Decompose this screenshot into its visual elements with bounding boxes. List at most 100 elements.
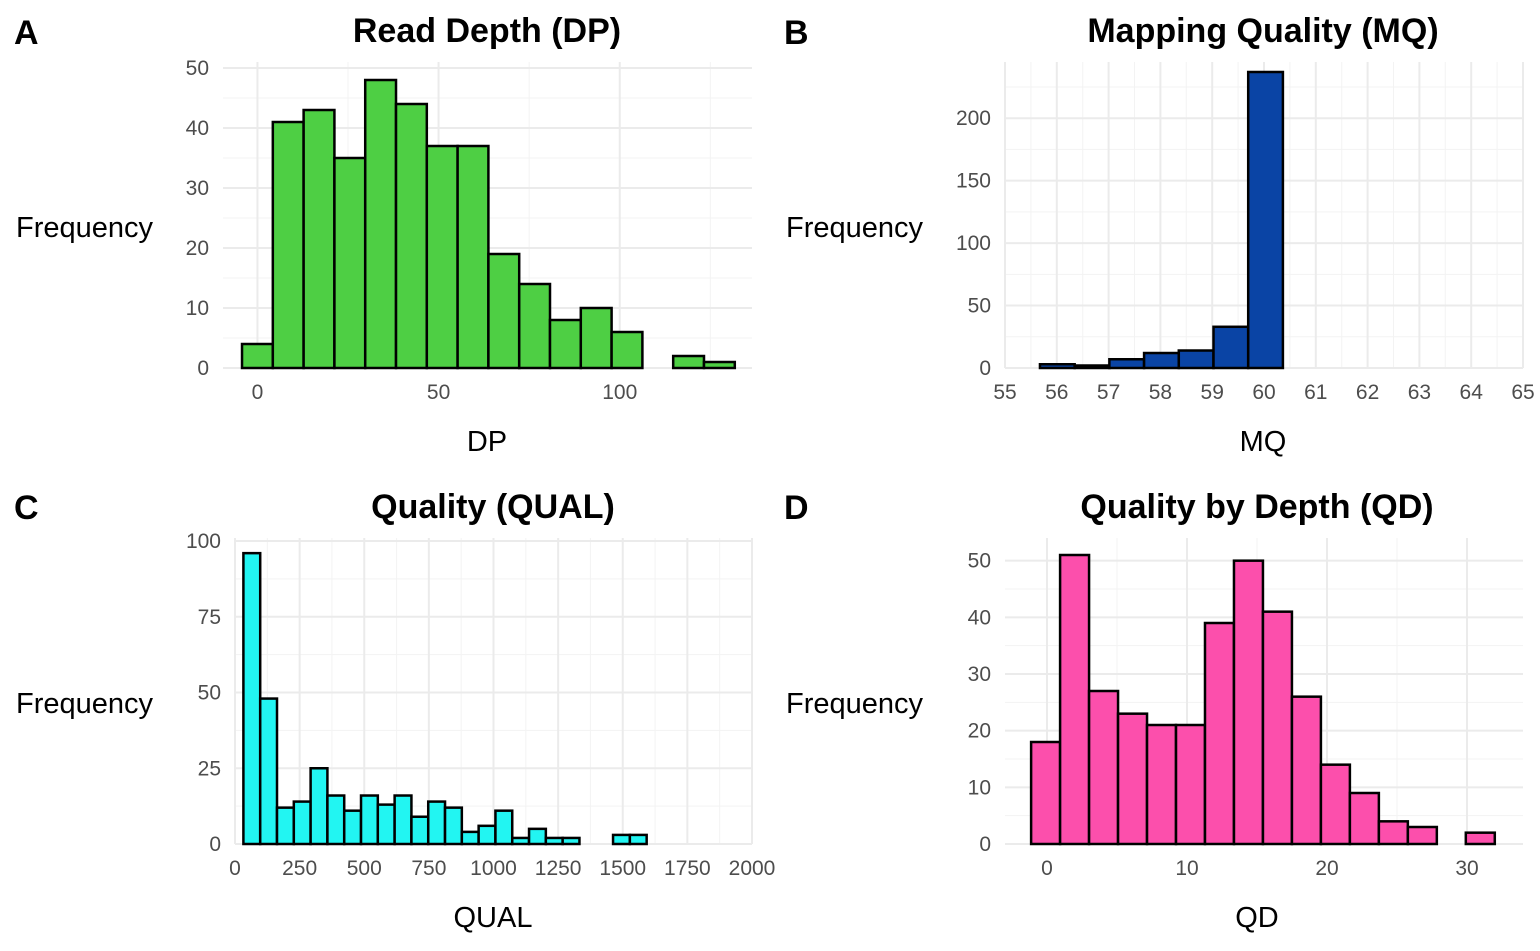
histogram-bar — [579, 306, 613, 370]
y-tick-label: 75 — [198, 606, 221, 629]
y-tick-label: 30 — [186, 177, 209, 200]
histogram-bar — [460, 830, 480, 846]
panel-c-xlabel: QUAL — [454, 902, 533, 934]
x-tick-label: 0 — [229, 857, 241, 880]
histogram-bar — [628, 833, 648, 846]
histogram-bar — [1038, 363, 1076, 370]
histogram-bar — [1177, 349, 1215, 370]
histogram-bar — [544, 836, 564, 846]
panel-a-xlabel: DP — [467, 426, 507, 458]
x-tick-label: 61 — [1304, 381, 1327, 404]
panel-d-xlabel: QD — [1235, 902, 1279, 934]
histogram-bar — [1073, 364, 1111, 370]
x-tick-label: 500 — [347, 857, 382, 880]
y-tick-label: 50 — [186, 57, 209, 80]
histogram-bar — [510, 836, 531, 846]
x-tick-label: 1000 — [470, 857, 517, 880]
y-tick-label: 100 — [956, 232, 991, 255]
histogram-bar — [1261, 610, 1294, 846]
panel-c-ylabel: Frequency — [16, 688, 154, 720]
histogram-bar — [1377, 820, 1410, 846]
histogram-bar — [610, 330, 644, 370]
histogram-bar — [671, 354, 706, 370]
histogram-bar — [326, 794, 346, 846]
y-tick-label: 40 — [968, 606, 991, 629]
histogram-bar — [271, 120, 305, 370]
panel-b-plot-area: 0 50 100 150 200 55 56 57 58 59 60 61 62 63 64 65 — [956, 62, 1535, 404]
histogram-bar — [1145, 723, 1178, 846]
x-tick-label: 65 — [1511, 381, 1534, 404]
histogram-bar — [611, 833, 632, 846]
histogram-bar — [1406, 825, 1439, 846]
panel-b-ylabel: Frequency — [786, 212, 924, 244]
histogram-bar — [302, 108, 336, 370]
histogram-bar — [702, 360, 737, 370]
histogram-bar — [275, 806, 296, 846]
x-tick-label: 2000 — [729, 857, 776, 880]
panel-d: D Quality by Depth (QD) Frequency QD 0 10… — [784, 488, 1523, 934]
y-tick-label: 20 — [968, 720, 991, 743]
histogram-bar — [292, 800, 312, 846]
panel-a: A Read Depth (DP) Frequency DP 0 10 20 30 40… — [14, 12, 752, 458]
panel-d-title: Quality by Depth (QD) — [1080, 488, 1433, 526]
histogram-bar — [1464, 831, 1497, 846]
panel-c: C Quality (QUAL) Frequency QUAL 0 25 50 75 1… — [14, 488, 775, 934]
x-tick-label: 0 — [252, 381, 264, 404]
x-tick-label: 1250 — [535, 857, 582, 880]
histogram-bar — [1029, 740, 1062, 846]
histogram-bar — [1108, 358, 1146, 370]
x-tick-label: 750 — [411, 857, 446, 880]
histogram-bar — [425, 144, 459, 370]
histogram-bar — [1319, 763, 1352, 846]
histogram-bar — [1203, 621, 1236, 846]
histogram-bar — [426, 800, 447, 846]
y-tick-label: 150 — [956, 170, 991, 193]
y-tick-label: 0 — [209, 833, 221, 856]
panel-a-title: Read Depth (DP) — [353, 12, 621, 50]
x-tick-label: 63 — [1408, 381, 1431, 404]
x-tick-label: 60 — [1252, 381, 1275, 404]
x-tick-label: 1750 — [664, 857, 711, 880]
y-tick-label: 30 — [968, 663, 991, 686]
y-tick-label: 200 — [956, 107, 991, 130]
x-tick-label: 59 — [1201, 381, 1224, 404]
panel-a-letter: A — [14, 14, 39, 52]
histogram-bar — [1290, 695, 1323, 846]
y-tick-label: 0 — [979, 357, 991, 380]
x-tick-label: 57 — [1097, 381, 1120, 404]
x-tick-label: 0 — [1041, 857, 1053, 880]
y-tick-label: 50 — [968, 550, 991, 573]
histogram-bar — [333, 156, 367, 370]
histogram-bar — [1174, 723, 1207, 846]
panel-d-ylabel: Frequency — [786, 688, 924, 720]
histogram-bar — [393, 794, 413, 846]
panel-b-xlabel: MQ — [1240, 426, 1287, 458]
y-tick-label: 40 — [186, 117, 209, 140]
x-tick-label: 58 — [1149, 381, 1172, 404]
histogram-bar — [1212, 325, 1250, 370]
y-tick-label: 100 — [186, 530, 221, 553]
histogram-bar — [1058, 553, 1091, 846]
histogram-bar — [443, 806, 464, 846]
y-tick-label: 50 — [968, 295, 991, 318]
histogram-bar — [527, 827, 548, 846]
panel-a-ylabel: Frequency — [16, 212, 154, 244]
x-tick-label: 250 — [282, 857, 317, 880]
histogram-bar — [494, 809, 514, 846]
histogram-bar — [456, 144, 490, 370]
histogram-bar — [342, 809, 363, 846]
panel-d-letter: D — [784, 489, 809, 527]
panel-b-letter: B — [784, 14, 809, 52]
histogram-bar — [477, 824, 497, 846]
histogram-bar — [363, 78, 398, 370]
histogram-bar — [561, 836, 581, 846]
x-tick-label: 100 — [602, 381, 637, 404]
histogram-bar — [487, 252, 521, 370]
histogram-bar — [1087, 689, 1120, 846]
panel-c-title: Quality (QUAL) — [371, 488, 615, 526]
x-tick-label: 64 — [1460, 381, 1484, 404]
x-tick-label: 62 — [1356, 381, 1379, 404]
histogram-bar — [394, 102, 429, 370]
